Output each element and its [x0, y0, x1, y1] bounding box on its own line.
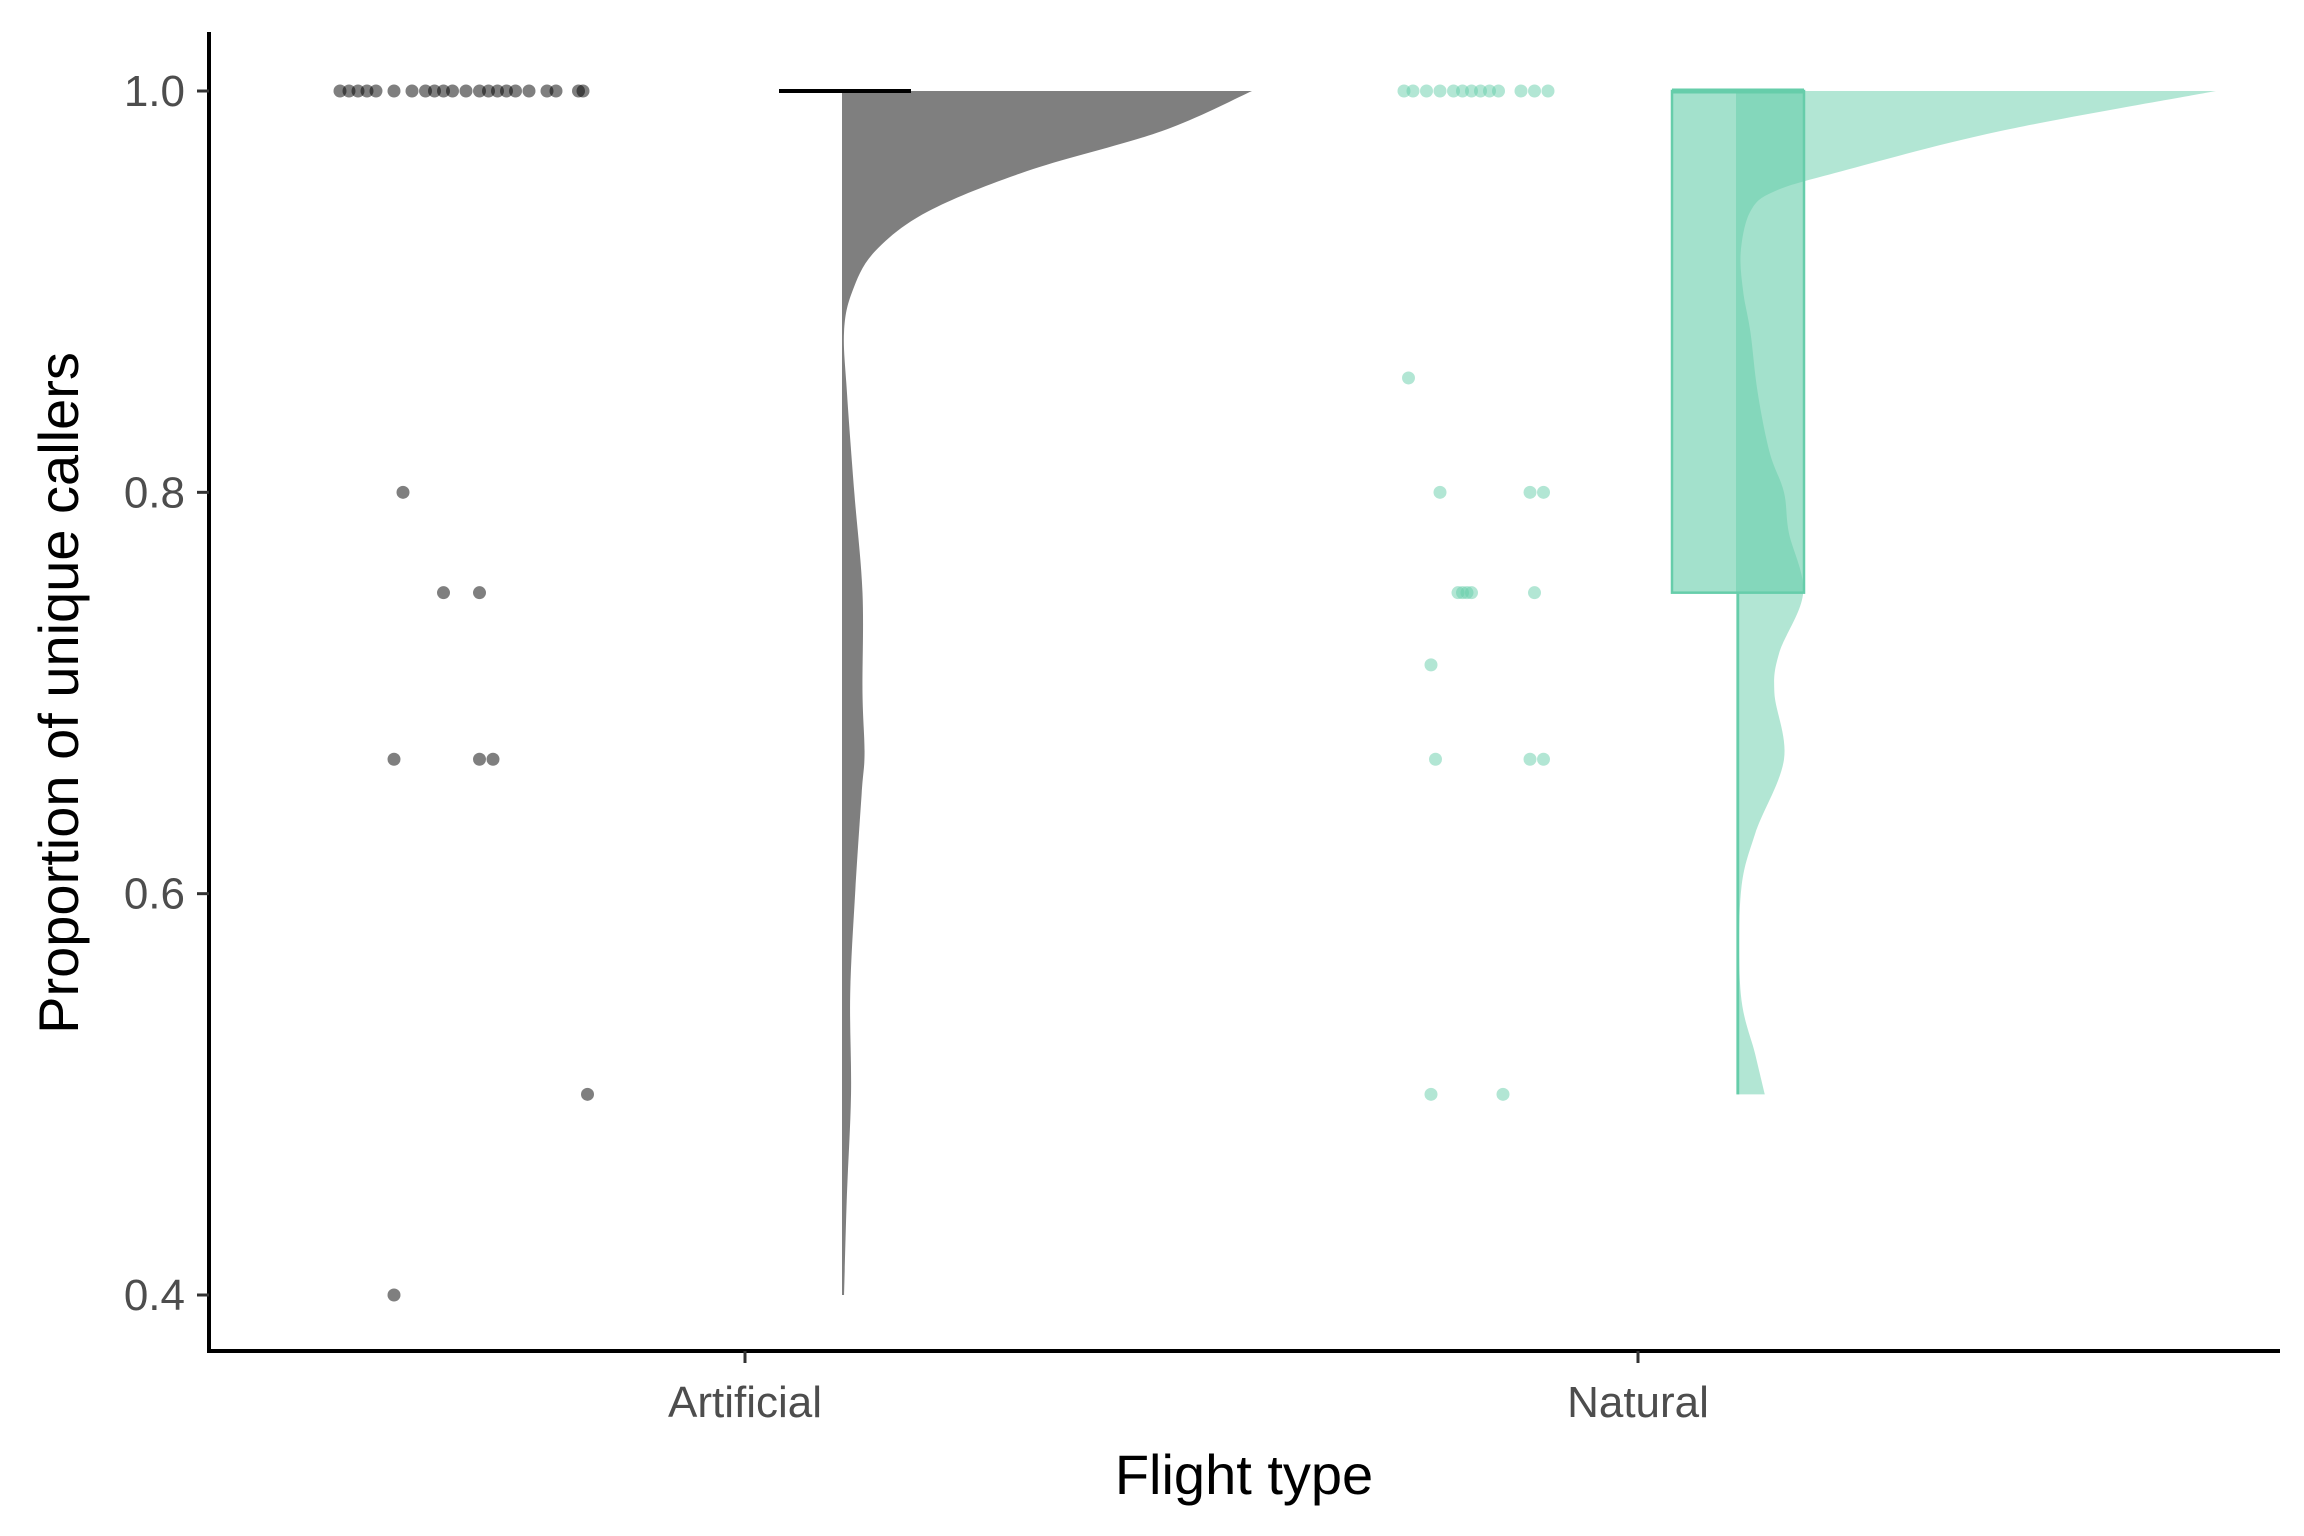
data-point: [1483, 84, 1496, 98]
data-point: [1528, 586, 1541, 600]
boxplot-natural: [1670, 88, 1806, 1095]
data-point: [437, 84, 450, 98]
data-point: [387, 1288, 401, 1302]
plot-area: [333, 84, 2216, 1302]
data-point: [360, 84, 374, 98]
data-point: [486, 752, 500, 766]
data-point: [333, 84, 347, 98]
data-point: [1541, 84, 1555, 98]
x-axis-title: Flight type: [1115, 1443, 1373, 1506]
y-ticks: 0.4 0.6 0.8 1.0: [124, 67, 209, 1320]
data-point: [473, 84, 486, 98]
y-axis-title: Proportion of unique callers: [27, 352, 90, 1034]
data-point: [1474, 84, 1487, 98]
data-point: [419, 84, 432, 98]
data-point: [437, 586, 450, 600]
data-point: [1402, 371, 1415, 385]
data-point: [1433, 84, 1447, 98]
data-point: [1537, 485, 1550, 499]
y-axis: 0.4 0.6 0.8 1.0: [124, 32, 211, 1351]
data-point: [1420, 84, 1433, 98]
data-point: [1523, 752, 1537, 766]
y-tick-label: 0.6: [124, 870, 185, 919]
data-point: [540, 84, 554, 98]
x-tick-label: Natural: [1567, 1378, 1709, 1427]
y-tick-label: 0.8: [124, 468, 185, 517]
data-point: [369, 84, 383, 98]
data-point: [576, 84, 590, 98]
boxplots: [779, 88, 1806, 1095]
data-point: [1429, 752, 1442, 766]
data-point: [351, 84, 365, 98]
data-point: [1397, 84, 1411, 98]
points-artificial: [333, 84, 594, 1302]
data-point: [387, 84, 401, 98]
data-point: [1496, 1087, 1510, 1101]
data-points: [333, 84, 1555, 1302]
data-point: [581, 1087, 594, 1101]
data-point: [342, 84, 356, 98]
data-point: [1465, 586, 1478, 600]
y-tick-label: 0.4: [124, 1271, 185, 1320]
data-point: [473, 586, 486, 600]
points-natural: [1397, 84, 1555, 1101]
data-point: [549, 84, 563, 98]
data-point: [446, 84, 459, 98]
y-tick-label: 1.0: [124, 67, 185, 116]
data-point: [1523, 485, 1537, 499]
data-point: [387, 752, 401, 766]
density-clouds: [842, 91, 2216, 1295]
data-point: [473, 752, 486, 766]
data-point: [1456, 84, 1469, 98]
data-point: [1514, 84, 1528, 98]
data-point: [1406, 84, 1420, 98]
data-point: [482, 84, 495, 98]
data-point: [1447, 84, 1460, 98]
x-ticks: Artificial Natural: [668, 1351, 1709, 1427]
data-point: [500, 84, 513, 98]
data-point: [1433, 485, 1447, 499]
data-point: [1537, 752, 1550, 766]
data-point: [396, 485, 410, 499]
data-point: [428, 84, 441, 98]
data-point: [459, 84, 473, 98]
density-cloud-artificial: [842, 91, 1252, 1295]
box-iqr: [1670, 89, 1806, 594]
data-point: [509, 84, 522, 98]
data-point: [1424, 1087, 1438, 1101]
data-point: [491, 84, 504, 98]
data-point: [1465, 84, 1478, 98]
data-point: [405, 84, 419, 98]
data-point: [1492, 84, 1505, 98]
density-cloud-natural: [1736, 91, 2216, 1095]
data-point: [522, 84, 536, 98]
data-point: [1528, 84, 1541, 98]
x-axis: Artificial Natural: [207, 1349, 2280, 1427]
x-tick-label: Artificial: [668, 1378, 822, 1427]
data-point: [1424, 658, 1438, 672]
